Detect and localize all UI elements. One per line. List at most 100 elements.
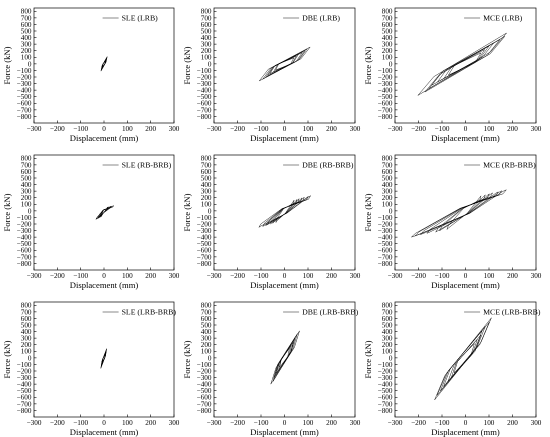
legend-label: MCE (LRB) xyxy=(483,14,523,23)
x-tick-label: 0 xyxy=(283,419,287,427)
x-tick-label: −100 xyxy=(254,272,269,280)
x-tick-label: −300 xyxy=(388,419,403,427)
y-tick-label: 500 xyxy=(382,321,393,329)
legend-label: SLE (LRB) xyxy=(122,14,159,23)
y-tick-label: 500 xyxy=(21,27,32,35)
panel-dbe-rb-brb: −300 −200 −100 0 100 200 300−800−700−600−500−4… xyxy=(182,154,361,290)
hysteresis-loop xyxy=(434,317,492,401)
hysteresis-loop xyxy=(431,42,494,86)
y-tick-label: 500 xyxy=(201,174,212,182)
y-tick-label: −300 xyxy=(197,374,212,382)
y-tick-label: −400 xyxy=(197,381,212,389)
y-axis-title: Force (kN) xyxy=(182,193,192,231)
y-tick-label: 700 xyxy=(382,14,393,22)
y-tick-label: −500 xyxy=(197,387,212,395)
hysteresis-loop xyxy=(100,207,108,218)
y-tick-label: −400 xyxy=(378,381,393,389)
y-tick-label: 200 xyxy=(201,47,212,55)
hysteresis-loop xyxy=(101,350,107,367)
y-tick-label: 400 xyxy=(382,181,393,189)
y-tick-label: −500 xyxy=(378,240,393,248)
y-tick-label: 700 xyxy=(382,161,393,169)
y-tick-label: 600 xyxy=(382,315,393,323)
y-tick-label: −700 xyxy=(17,106,32,114)
y-tick-label: −500 xyxy=(17,240,32,248)
panel-mce-rb-brb: −300 −200 −100 0 100 200 300−800−700−600−500−4… xyxy=(363,154,542,290)
plot-frame xyxy=(394,301,537,418)
y-tick-label: −600 xyxy=(378,394,393,402)
y-tick-label: −500 xyxy=(17,387,32,395)
y-tick-label: 200 xyxy=(382,47,393,55)
y-tick-label: −700 xyxy=(197,400,212,408)
x-tick-label: −100 xyxy=(73,419,88,427)
x-tick-label: −300 xyxy=(27,419,42,427)
y-tick-label: 500 xyxy=(21,174,32,182)
y-tick-label: 200 xyxy=(201,194,212,202)
x-tick-label: −100 xyxy=(73,272,88,280)
x-tick-label: 300 xyxy=(169,272,180,280)
x-tick-label: 100 xyxy=(122,419,133,427)
x-tick-label: 300 xyxy=(169,419,180,427)
y-tick-label: 500 xyxy=(382,27,393,35)
y-tick-label: −200 xyxy=(17,367,32,375)
y-tick-label: −100 xyxy=(17,214,32,222)
y-tick-label: −400 xyxy=(17,234,32,242)
y-tick-label: −500 xyxy=(17,93,32,101)
hysteresis-loop xyxy=(275,199,295,223)
y-axis-title: Force (kN) xyxy=(363,340,373,378)
x-tick-label: 100 xyxy=(122,272,133,280)
y-tick-label: −800 xyxy=(197,113,212,121)
x-tick-label: 200 xyxy=(507,272,518,280)
y-tick-label: 600 xyxy=(382,168,393,176)
y-tick-label: 800 xyxy=(201,8,212,16)
y-tick-label: −200 xyxy=(17,73,32,81)
hysteresis-loop xyxy=(411,189,507,238)
y-tick-label: 500 xyxy=(201,27,212,35)
x-axis-title: Displacement (mm) xyxy=(431,133,500,143)
x-tick-label: −200 xyxy=(50,419,65,427)
y-tick-label: 300 xyxy=(21,335,32,343)
y-tick-label: −600 xyxy=(378,100,393,108)
x-tick-label: 300 xyxy=(350,125,361,133)
y-tick-label: 200 xyxy=(21,341,32,349)
y-tick-label: 300 xyxy=(201,188,212,196)
hysteresis-loop xyxy=(424,36,505,93)
y-tick-label: 800 xyxy=(21,8,32,16)
y-tick-label: 800 xyxy=(382,302,393,310)
panel-sle-lrb-brb: −300 −200 −100 0 100 200 300−800−700−600−500−4… xyxy=(2,301,180,437)
hysteresis-loop xyxy=(101,352,106,364)
y-tick-label: 0 xyxy=(28,60,32,68)
y-tick-label: 600 xyxy=(201,168,212,176)
hysteresis-loop xyxy=(447,334,482,383)
x-tick-label: −300 xyxy=(207,272,222,280)
y-tick-label: −400 xyxy=(378,87,393,95)
y-tick-label: 100 xyxy=(201,201,212,209)
y-tick-label: 400 xyxy=(201,181,212,189)
y-tick-label: −600 xyxy=(197,247,212,255)
y-tick-label: −700 xyxy=(378,400,393,408)
x-axis-title: Displacement (mm) xyxy=(431,280,500,290)
y-tick-label: 700 xyxy=(21,14,32,22)
y-tick-label: 0 xyxy=(389,207,393,215)
x-tick-label: 200 xyxy=(326,419,337,427)
x-tick-label: −300 xyxy=(207,419,222,427)
y-tick-label: −300 xyxy=(197,227,212,235)
panel-dbe-lrb-brb: −300 −200 −100 0 100 200 300−800−700−600−500−4… xyxy=(182,301,361,437)
y-tick-label: 800 xyxy=(21,302,32,310)
y-axis-title: Force (kN) xyxy=(2,193,12,231)
y-tick-label: 400 xyxy=(21,34,32,42)
hysteresis-loop xyxy=(275,339,295,376)
y-tick-label: 100 xyxy=(201,54,212,62)
y-tick-label: 400 xyxy=(382,328,393,336)
x-axis-title: Displacement (mm) xyxy=(431,427,500,437)
y-tick-label: −400 xyxy=(17,381,32,389)
y-tick-label: −100 xyxy=(197,214,212,222)
legend-label: DBE (LRB) xyxy=(302,14,340,23)
y-tick-label: −200 xyxy=(378,367,393,375)
y-axis-title: Force (kN) xyxy=(363,193,373,231)
x-tick-label: 100 xyxy=(122,125,133,133)
y-tick-label: −200 xyxy=(197,367,212,375)
hysteresis-loop xyxy=(101,58,107,69)
y-tick-label: −500 xyxy=(197,93,212,101)
x-tick-label: −200 xyxy=(411,125,426,133)
